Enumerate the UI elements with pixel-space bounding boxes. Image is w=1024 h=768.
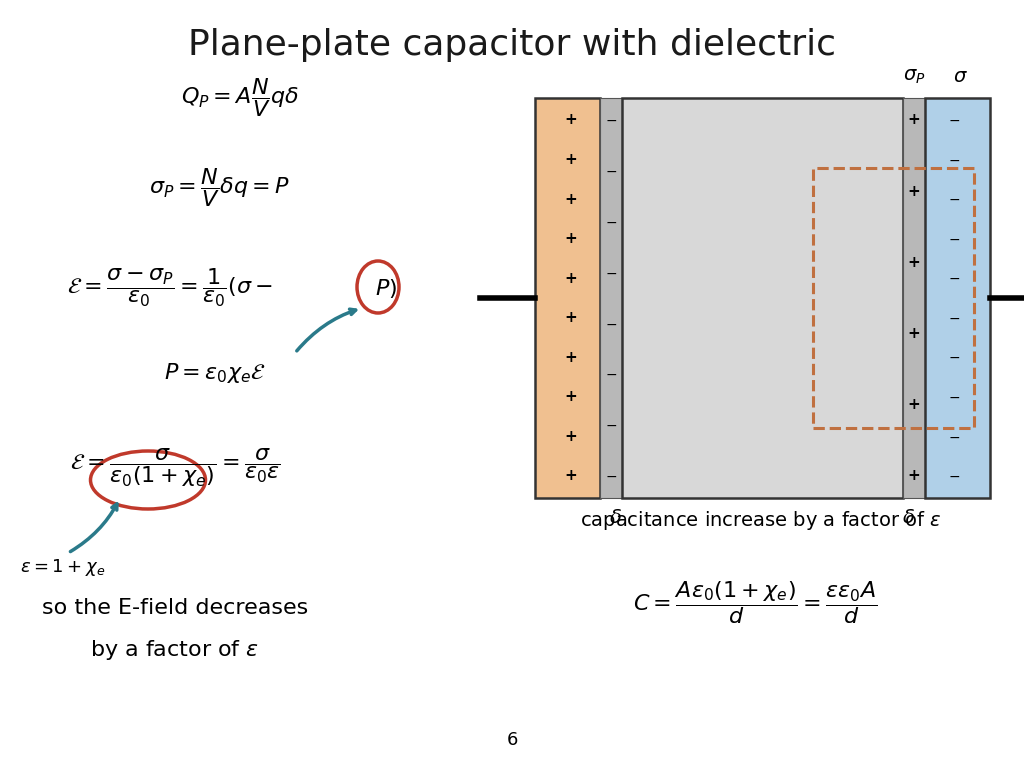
- Bar: [813, 168, 974, 428]
- Text: +: +: [564, 112, 578, 127]
- Text: Plane-plate capacitor with dielectric: Plane-plate capacitor with dielectric: [188, 28, 836, 62]
- Text: $P = \epsilon_0 \chi_e \mathcal{E}$: $P = \epsilon_0 \chi_e \mathcal{E}$: [164, 361, 266, 385]
- Text: so the E-field decreases: so the E-field decreases: [42, 598, 308, 618]
- Text: +: +: [907, 397, 921, 412]
- Text: $-$: $-$: [605, 367, 617, 381]
- Text: +: +: [564, 271, 578, 286]
- Text: +: +: [564, 191, 578, 207]
- Text: $\sigma_P = \dfrac{N}{V}\delta q = P$: $\sigma_P = \dfrac{N}{V}\delta q = P$: [150, 167, 291, 210]
- Text: +: +: [564, 429, 578, 444]
- Text: $Q_P = A\dfrac{N}{V}q\delta$: $Q_P = A\dfrac{N}{V}q\delta$: [181, 77, 299, 120]
- Text: +: +: [907, 468, 921, 484]
- Text: $\varepsilon = 1 + \chi_e$: $\varepsilon = 1 + \chi_e$: [20, 558, 105, 578]
- Bar: [600, 98, 622, 498]
- Text: $\delta$: $\delta$: [609, 508, 623, 527]
- Text: $-$: $-$: [948, 192, 961, 206]
- Text: $-$: $-$: [948, 390, 961, 404]
- Text: $-$: $-$: [605, 418, 617, 432]
- Text: $-$: $-$: [605, 316, 617, 330]
- Bar: [535, 98, 600, 498]
- Text: +: +: [907, 326, 921, 341]
- Text: $-$: $-$: [948, 469, 961, 483]
- Text: $C = \dfrac{A\epsilon_0(1+\chi_e)}{d} = \dfrac{\varepsilon\epsilon_0 A}{d}$: $C = \dfrac{A\epsilon_0(1+\chi_e)}{d} = …: [633, 580, 878, 627]
- Text: $-$: $-$: [948, 271, 961, 285]
- Text: $\delta$: $\delta$: [902, 508, 915, 527]
- Text: $-$: $-$: [605, 113, 617, 127]
- Text: +: +: [907, 112, 921, 127]
- Text: $-$: $-$: [948, 232, 961, 246]
- Text: +: +: [564, 468, 578, 484]
- Text: $-$: $-$: [948, 153, 961, 167]
- Text: +: +: [907, 255, 921, 270]
- Text: 6: 6: [506, 731, 518, 749]
- Text: +: +: [564, 152, 578, 167]
- Text: $\sigma$: $\sigma$: [953, 67, 968, 86]
- Text: $-$: $-$: [948, 429, 961, 443]
- Text: $-$: $-$: [605, 469, 617, 483]
- Text: $-$: $-$: [948, 113, 961, 127]
- Text: $\mathcal{E} = \dfrac{\sigma - \sigma_P}{\epsilon_0} = \dfrac{1}{\epsilon_0}(\si: $\mathcal{E} = \dfrac{\sigma - \sigma_P}…: [67, 266, 273, 310]
- Text: +: +: [564, 231, 578, 247]
- Text: by a factor of $\varepsilon$: by a factor of $\varepsilon$: [90, 638, 259, 662]
- Text: $-$: $-$: [605, 164, 617, 178]
- Bar: [622, 98, 903, 498]
- Text: capacitance increase by a factor of $\varepsilon$: capacitance increase by a factor of $\va…: [580, 508, 941, 531]
- Text: $-$: $-$: [605, 266, 617, 280]
- Text: +: +: [907, 184, 921, 199]
- Text: $\mathcal{E} = \dfrac{\sigma}{\epsilon_0(1+\chi_e)} = \dfrac{\sigma}{\epsilon_0\: $\mathcal{E} = \dfrac{\sigma}{\epsilon_0…: [70, 446, 281, 489]
- Text: +: +: [564, 310, 578, 326]
- Bar: [903, 98, 925, 498]
- Text: +: +: [564, 389, 578, 405]
- Bar: [925, 98, 990, 498]
- Text: $\sigma_P$: $\sigma_P$: [903, 67, 926, 86]
- Text: $-$: $-$: [605, 215, 617, 229]
- Text: $P)$: $P)$: [375, 276, 397, 300]
- Text: $-$: $-$: [948, 350, 961, 364]
- Text: +: +: [564, 350, 578, 365]
- Text: $-$: $-$: [948, 311, 961, 325]
